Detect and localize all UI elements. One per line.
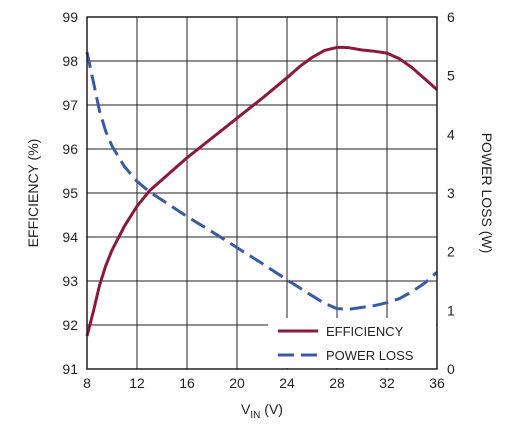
x-tick-label: 24 — [279, 375, 295, 391]
y-left-tick-label: 92 — [62, 317, 78, 333]
x-tick-label: 8 — [83, 375, 91, 391]
y-axis-left-title: EFFICIENCY (%) — [25, 139, 41, 248]
y-right-tick-label: 2 — [447, 244, 455, 260]
y-left-tick-label: 97 — [62, 97, 78, 113]
x-axis-title-subscript: IN — [250, 410, 260, 421]
x-tick-label: 12 — [129, 375, 145, 391]
x-tick-label: 28 — [329, 375, 345, 391]
grid-lines — [86, 16, 438, 370]
legend: EFFICIENCY POWER LOSS — [268, 318, 436, 368]
y-left-tick-label: 91 — [62, 361, 78, 377]
x-tick-label: 20 — [229, 375, 245, 391]
x-tick-label: 16 — [179, 375, 195, 391]
y-left-tick-label: 95 — [62, 185, 78, 201]
series-line-efficiency — [85, 45, 438, 337]
plot-frame — [86, 16, 438, 370]
y-right-tick-label: 5 — [447, 68, 455, 84]
legend-background — [268, 318, 436, 368]
y-axis-right-title: POWER LOSS (W) — [479, 133, 495, 254]
y-right-tick-label: 3 — [447, 185, 455, 201]
y-right-tick-label: 0 — [447, 361, 455, 377]
series-line-power-loss — [85, 51, 438, 311]
y-right-tick-label: 4 — [447, 126, 455, 142]
x-axis-title-main: V — [241, 401, 251, 417]
y-right-tick-label: 1 — [447, 302, 455, 318]
y-left-tick-label: 94 — [62, 229, 78, 245]
x-tick-label: 32 — [379, 375, 395, 391]
y-left-tick-label: 93 — [62, 273, 78, 289]
series-lines — [85, 45, 438, 337]
y-left-tick-label: 96 — [62, 141, 78, 157]
y-right-tick-label: 6 — [447, 9, 455, 25]
legend-label: POWER LOSS — [326, 348, 414, 363]
y-left-tick-label: 98 — [62, 53, 78, 69]
x-tick-label: 36 — [429, 375, 445, 391]
x-axis-title-unit: (V) — [260, 401, 283, 417]
y-left-tick-label: 99 — [62, 9, 78, 25]
legend-label: EFFICIENCY — [326, 324, 404, 339]
x-axis-title: VIN (V) — [241, 401, 283, 421]
